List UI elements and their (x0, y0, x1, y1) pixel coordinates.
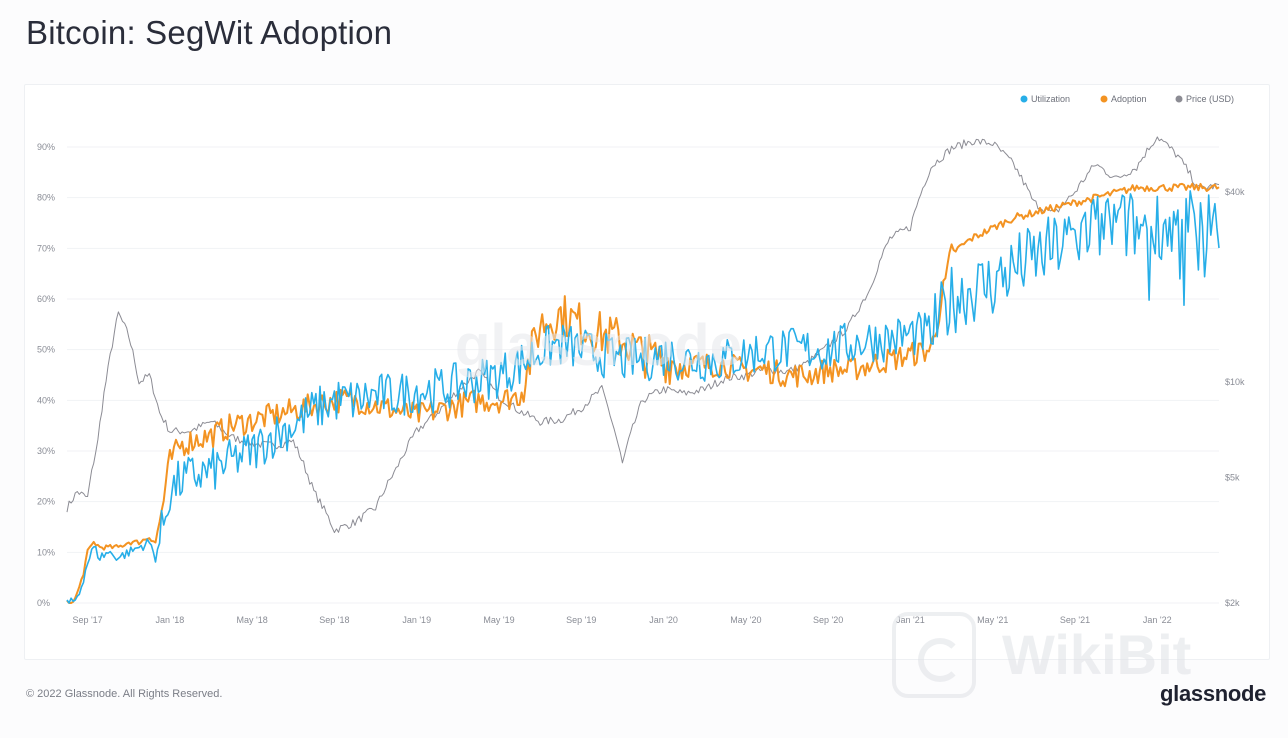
y-tick-label: 80% (37, 193, 55, 203)
x-tick-label: Jan '21 (896, 615, 925, 625)
grid (67, 146, 1219, 604)
y-tick-label: 70% (37, 243, 55, 253)
x-tick-label: Sep '18 (319, 615, 349, 625)
legend-item-adoption[interactable]: Adoption (1100, 94, 1147, 104)
page-title: Bitcoin: SegWit Adoption (26, 14, 393, 51)
y-tick-label: 0% (37, 598, 50, 608)
legend-adoption-label: Adoption (1111, 94, 1147, 104)
y-tick-label: 30% (37, 446, 55, 456)
legend-utilization-label: Utilization (1031, 94, 1070, 104)
legend-price-swatch (1175, 95, 1183, 103)
x-tick-label: Sep '21 (1060, 615, 1090, 625)
legend-price-label: Price (USD) (1186, 94, 1234, 104)
y-right-tick-label: $5k (1225, 472, 1240, 482)
glassnode-logo: glassnode (1160, 681, 1267, 706)
adoption-line (66, 182, 1220, 604)
y-tick-label: 50% (37, 345, 55, 355)
y-tick-label: 60% (37, 294, 55, 304)
y-axis-right: $2k $5k $10k $40k (1225, 187, 1245, 608)
y-right-tick-label: $40k (1225, 187, 1245, 197)
x-tick-label: May '19 (483, 615, 514, 625)
x-tick-label: Sep '19 (566, 615, 596, 625)
x-tick-label: Jan '20 (649, 615, 678, 625)
x-tick-label: Sep '17 (72, 615, 102, 625)
x-tick-label: May '20 (730, 615, 761, 625)
legend-item-price[interactable]: Price (USD) (1175, 94, 1235, 104)
chart-panel: Utilization Adoption Price (USD) 0% 10% 20… (24, 84, 1270, 660)
legend-utilization-swatch (1020, 95, 1028, 103)
x-axis: Sep '17 Jan '18 May '18 Sep '18 Jan '19 May '… (72, 615, 1171, 625)
y-right-tick-label: $2k (1225, 598, 1240, 608)
chart: Utilization Adoption Price (USD) 0% 10% 20… (37, 94, 1245, 625)
utilization-line (66, 190, 1220, 604)
series (66, 136, 1220, 604)
legend: Utilization Adoption Price (USD) (1020, 94, 1235, 104)
price-line (66, 136, 1220, 534)
x-tick-label: Jan '19 (402, 615, 431, 625)
legend-item-utilization[interactable]: Utilization (1020, 94, 1071, 104)
x-tick-label: Jan '22 (1143, 615, 1172, 625)
x-tick-label: May '18 (237, 615, 268, 625)
y-tick-label: 40% (37, 395, 55, 405)
legend-adoption-swatch (1100, 95, 1108, 103)
y-tick-label: 20% (37, 497, 55, 507)
x-tick-label: Sep '20 (813, 615, 843, 625)
copyright-text: © 2022 Glassnode. All Rights Reserved. (26, 688, 223, 700)
y-tick-label: 10% (37, 547, 55, 557)
x-tick-label: Jan '18 (155, 615, 184, 625)
x-tick-label: May '21 (977, 615, 1008, 625)
y-tick-label: 90% (37, 142, 55, 152)
y-axis-left: 0% 10% 20% 30% 40% 50% 60% 70% 80% 90% (37, 142, 55, 608)
y-right-tick-label: $10k (1225, 377, 1245, 387)
